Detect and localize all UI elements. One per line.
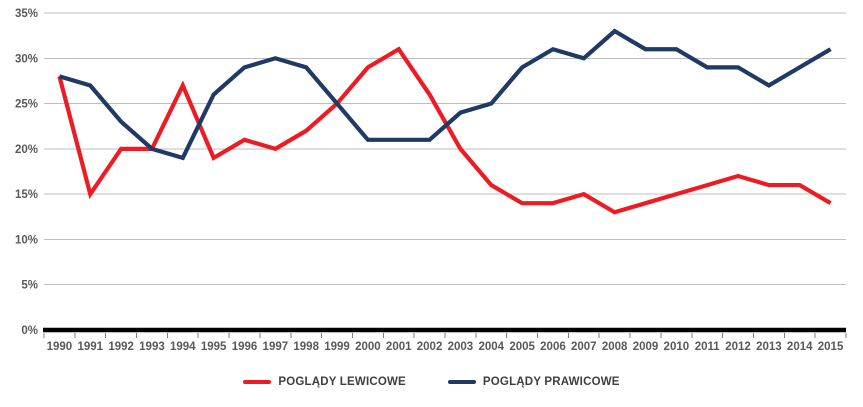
legend-label-lewicowe: POGLĄDY LEWICOWE [278, 376, 406, 388]
y-axis-label: 30% [15, 53, 38, 65]
x-axis-label: 2009 [633, 341, 659, 353]
x-axis-label: 1999 [324, 341, 350, 353]
y-axis-label: 20% [15, 144, 38, 156]
x-axis-label: 2011 [695, 341, 721, 353]
legend-swatch-prawicowe [447, 380, 476, 384]
x-axis-label: 2003 [448, 341, 474, 353]
y-axis-label: 15% [15, 189, 38, 201]
x-axis-label: 1991 [77, 341, 103, 353]
legend-swatch-lewicowe [243, 380, 272, 384]
x-axis-label: 2006 [540, 341, 566, 353]
x-axis-label: 1996 [232, 341, 258, 353]
x-axis-label: 1992 [108, 341, 134, 353]
x-axis-label: 2001 [386, 341, 412, 353]
x-axis-label: 2005 [509, 341, 535, 353]
x-axis-label: 2014 [787, 341, 813, 353]
y-axis-label: 5% [21, 280, 38, 292]
x-axis-label: 1993 [139, 341, 165, 353]
series-line-lewicowe [57, 46, 832, 215]
x-axis-label: 2010 [664, 341, 690, 353]
x-axis-label: 2004 [478, 341, 504, 353]
x-axis-label: 1997 [263, 341, 289, 353]
series-line-prawicowe [58, 28, 832, 161]
x-axis-label: 1995 [201, 341, 227, 353]
x-axis-label: 2015 [818, 341, 844, 353]
x-axis-label: 2008 [602, 341, 628, 353]
y-axis-label: 10% [15, 234, 38, 246]
line-chart: 0% 5% 10% 15% 20% 25% 30% 35% 1990 1991 1992 1993 19… [15, 8, 847, 353]
legend-item-prawicowe: POGLĄDY PRAWICOWE [447, 376, 620, 388]
x-axis-label: 1994 [170, 341, 196, 353]
legend-label-prawicowe: POGLĄDY PRAWICOWE [482, 376, 620, 388]
x-axis-label: 1990 [47, 341, 73, 353]
x-axis-label: 2013 [756, 341, 782, 353]
x-axis-label: 1998 [293, 341, 319, 353]
chart-legend: POGLĄDY LEWICOWE POGLĄDY PRAWICOWE [0, 376, 863, 388]
y-axis-label: 35% [15, 8, 38, 20]
y-axis-label: 0% [21, 325, 38, 337]
y-axis-label: 25% [15, 99, 38, 111]
x-axis-label: 2002 [417, 341, 443, 353]
x-axis-label: 2000 [355, 341, 381, 353]
x-axis-label: 2012 [725, 341, 751, 353]
legend-item-lewicowe: POGLĄDY LEWICOWE [243, 376, 406, 388]
x-axis-label: 2007 [571, 341, 597, 353]
